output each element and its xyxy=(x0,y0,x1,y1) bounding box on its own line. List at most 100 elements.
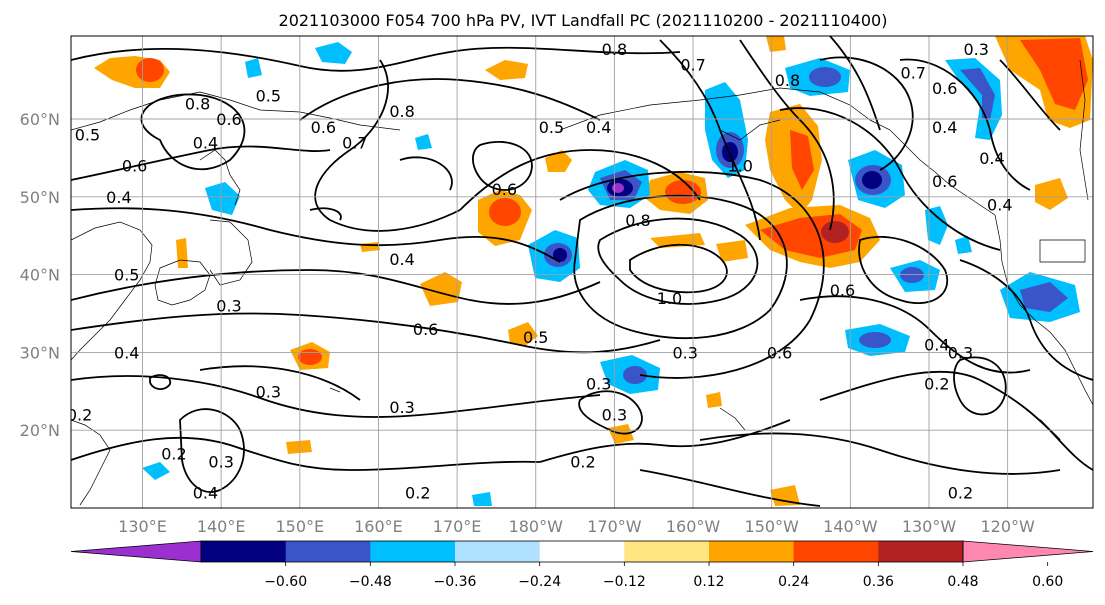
longitude-label: 170°W xyxy=(587,517,642,536)
latitude-label: 60°N xyxy=(20,110,60,129)
contour-label: 0.5 xyxy=(75,126,100,145)
contour-label: 0.5 xyxy=(256,87,281,106)
contour-line xyxy=(953,356,1007,416)
contour-line xyxy=(819,56,914,171)
shade-strong-positive xyxy=(298,349,322,365)
contour-line xyxy=(399,156,453,191)
shade-positive xyxy=(650,233,705,248)
colorbar-tick-label: −0.24 xyxy=(518,574,561,590)
contour-line xyxy=(858,236,948,305)
graticule xyxy=(71,36,1093,508)
contour-label: 0.3 xyxy=(216,297,241,316)
colorbar-segment xyxy=(793,541,879,562)
shade-strong-positive xyxy=(1020,38,1088,110)
contour-label: 0.2 xyxy=(924,375,949,394)
contour-line xyxy=(699,432,1061,475)
contour-label: 0.6 xyxy=(767,343,792,362)
contour-label: 0.2 xyxy=(67,406,92,425)
figure-title: 2021103000 F054 700 hPa PV, IVT Landfall… xyxy=(279,11,888,30)
longitude-label: 150°W xyxy=(745,517,800,536)
colorbar-outline xyxy=(200,540,964,563)
shade-moderate-negative xyxy=(960,68,995,120)
longitude-label: 140°W xyxy=(823,517,878,536)
contour-label: 0.3 xyxy=(586,375,611,394)
colorbar-segment xyxy=(539,541,625,562)
contour-line xyxy=(71,375,601,418)
latitude-label: 40°N xyxy=(20,266,60,285)
pv-contours xyxy=(71,36,1093,507)
contour-line xyxy=(71,269,601,305)
contour-line xyxy=(459,149,701,211)
longitude-label: 130°E xyxy=(118,517,167,536)
contour-label: 0.6 xyxy=(932,79,957,98)
shade-positive xyxy=(545,150,572,172)
shade-moderate-negative xyxy=(859,332,891,348)
latitude-label: 30°N xyxy=(20,343,60,362)
colorbar-segment xyxy=(455,541,541,562)
colorbar-tick-label: 0.60 xyxy=(1032,574,1063,590)
contour-label: 0.4 xyxy=(106,188,131,207)
contour-label: 0.2 xyxy=(405,483,430,502)
contour-line xyxy=(179,408,245,493)
shade-strong-positive xyxy=(489,198,521,226)
contour-line xyxy=(314,59,461,232)
contour-label: 0.6 xyxy=(932,172,957,191)
contour-label: 0.3 xyxy=(208,452,233,471)
contour-line xyxy=(899,58,1031,191)
contour-label: 0.2 xyxy=(948,483,973,502)
colorbar-tick-label: 0.48 xyxy=(947,574,978,590)
longitude-label: 170°E xyxy=(433,517,482,536)
colorbar-segment xyxy=(201,541,287,562)
shade-positive xyxy=(1035,178,1068,210)
contour-line xyxy=(71,207,561,263)
coastline xyxy=(154,259,211,306)
contour-label: 0.4 xyxy=(193,133,218,152)
contour-line xyxy=(299,78,601,121)
coastline xyxy=(71,91,401,131)
contour-label: 0.4 xyxy=(979,149,1004,168)
colorbar-segment xyxy=(285,541,371,562)
latitude-label: 20°N xyxy=(20,421,60,440)
shade-negative xyxy=(955,236,972,254)
contour-label: 0.8 xyxy=(775,71,800,90)
contour-line xyxy=(629,243,728,294)
contour-label: 0.8 xyxy=(185,94,210,113)
shade-positive xyxy=(716,240,748,262)
contour-line xyxy=(140,93,246,171)
longitude-label: 160°E xyxy=(354,517,403,536)
shade-negative xyxy=(472,492,492,506)
contour-label: 0.6 xyxy=(830,281,855,300)
contour-label: 0.3 xyxy=(602,406,627,425)
contour-line xyxy=(999,59,1061,131)
contour-line xyxy=(578,390,643,435)
latitude-label: 50°N xyxy=(20,188,60,207)
colorbar-segment xyxy=(370,541,456,562)
contour-label: 0.6 xyxy=(413,320,438,339)
coastline xyxy=(209,219,253,286)
contour-label: 0.6 xyxy=(492,180,517,199)
longitude-labels: 130°E 140°E 150°E 160°E 170°E 180°W 170°W 160°W… xyxy=(118,517,1035,536)
contour-line xyxy=(149,374,172,390)
contour-line xyxy=(539,419,791,463)
shade-very-strong-positive xyxy=(821,221,849,243)
contour-label: 0.4 xyxy=(586,118,611,137)
colorbar xyxy=(70,540,1094,563)
colorbar-segment xyxy=(709,541,795,562)
contour-label: 0.4 xyxy=(114,343,139,362)
contour-label: 0.3 xyxy=(389,398,414,417)
contour-line xyxy=(1039,419,1093,471)
contour-label: 0.3 xyxy=(672,343,697,362)
map-content: 0.50.80.60.40.60.40.5 0.60.70.80.50.60.40… xyxy=(67,36,1093,508)
shade-negative xyxy=(245,58,262,78)
shade-moderate-negative xyxy=(1020,282,1068,312)
contour-label: 0.7 xyxy=(680,56,705,75)
contour-label: 0.6 xyxy=(216,110,241,129)
contour-label: 1.0 xyxy=(657,289,682,308)
contour-label: 0.3 xyxy=(948,343,973,362)
colorbar-tick-label: −0.48 xyxy=(349,574,392,590)
coastline xyxy=(559,87,871,131)
contour-label: 0.8 xyxy=(389,102,414,121)
colorbar-tick-label: −0.12 xyxy=(603,574,646,590)
shade-positive xyxy=(706,392,722,408)
